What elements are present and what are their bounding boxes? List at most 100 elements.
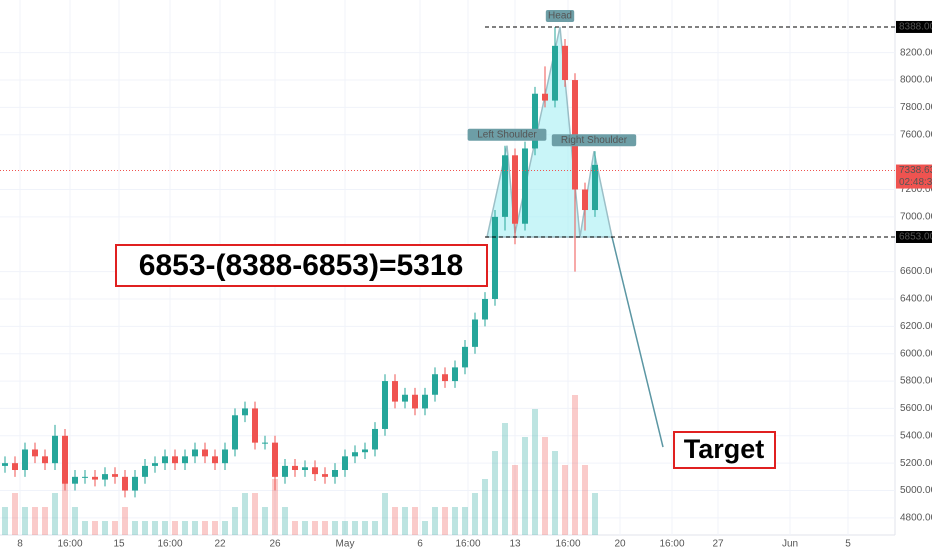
- candle-body: [302, 467, 308, 471]
- volume-bar: [202, 521, 208, 535]
- candle-body: [32, 449, 38, 457]
- volume-bar: [262, 507, 268, 535]
- formula-text: 6853-(8388-6853)=5318: [139, 249, 463, 282]
- x-tick-label: 16:00: [157, 539, 182, 550]
- candle-body: [472, 319, 478, 347]
- candle-body: [2, 463, 8, 466]
- volume-bar: [252, 493, 258, 535]
- pattern-label: Left Shoulder: [477, 129, 537, 140]
- pattern-label-bg: [545, 9, 575, 22]
- target-line: [611, 236, 664, 448]
- volume-bar: [362, 521, 368, 535]
- y-tick-label: 6000.00: [900, 348, 932, 359]
- candle-body: [382, 381, 388, 429]
- candle-body: [222, 449, 228, 464]
- candle-body: [542, 93, 548, 101]
- y-tick-label: 5600.00: [900, 403, 932, 414]
- x-tick-label: 5: [845, 539, 851, 550]
- candle-body: [592, 164, 598, 211]
- x-tick-label: May: [336, 539, 355, 550]
- pattern-label: Head: [548, 11, 572, 22]
- volume-bar: [422, 521, 428, 535]
- volume-bar: [452, 507, 458, 535]
- candle-body: [452, 367, 458, 382]
- x-tick-label: 16:00: [659, 539, 684, 550]
- price-tag-label: 8388.00: [899, 22, 932, 33]
- volume-bar: [582, 465, 588, 535]
- candle-body: [422, 394, 428, 409]
- candle-body: [202, 449, 208, 457]
- candle-body: [72, 476, 78, 484]
- volume-bar: [32, 507, 38, 535]
- candle-body: [132, 476, 138, 491]
- volume-bar: [392, 507, 398, 535]
- volume-bar: [512, 465, 518, 535]
- x-tick-label: 26: [269, 539, 281, 550]
- x-tick-label: 13: [509, 539, 521, 550]
- y-tick-label: 7800.00: [900, 102, 932, 113]
- candle-body: [582, 189, 588, 211]
- volume-bar: [522, 437, 528, 535]
- volume-bar: [182, 521, 188, 535]
- x-tick-label: 8: [17, 539, 23, 550]
- volume-bar: [62, 479, 68, 535]
- y-tick-label: 7600.00: [900, 129, 932, 140]
- candle-body: [312, 467, 318, 475]
- volume-bar: [322, 521, 328, 535]
- volume-bar: [2, 507, 8, 535]
- volume-bar: [462, 507, 468, 535]
- y-tick-label: 7000.00: [900, 212, 932, 223]
- candle-body: [322, 474, 328, 477]
- candle-body: [512, 155, 518, 224]
- volume-bar: [92, 521, 98, 535]
- candle-body: [12, 463, 18, 471]
- x-tick-label: Jun: [782, 539, 798, 550]
- price-tag-label: 6853.00: [899, 232, 932, 243]
- candle-body: [522, 148, 528, 224]
- target-text: Target: [684, 434, 765, 464]
- y-tick-label: 8200.00: [900, 47, 932, 58]
- candle-body: [432, 374, 438, 395]
- y-tick-label: 8000.00: [900, 75, 932, 86]
- volume-bar: [152, 521, 158, 535]
- y-tick-label: 5800.00: [900, 376, 932, 387]
- pattern-label-bg: [551, 134, 637, 147]
- volume-bar: [132, 521, 138, 535]
- volume-bar: [442, 507, 448, 535]
- candle-body: [502, 155, 508, 217]
- volume-bar: [102, 521, 108, 535]
- volume-bar: [382, 493, 388, 535]
- candle-body: [372, 428, 378, 450]
- volume-bar: [402, 507, 408, 535]
- candle-body: [42, 456, 48, 464]
- x-tick-label: 16:00: [57, 539, 82, 550]
- candle-body: [262, 442, 268, 444]
- volume-bar: [82, 521, 88, 535]
- x-tick-label: 20: [614, 539, 626, 550]
- candle-body: [482, 298, 488, 320]
- y-tick-label: 7200.00: [900, 184, 932, 195]
- volume-bar: [142, 521, 148, 535]
- candle-body: [532, 93, 538, 149]
- x-tick-label: 22: [214, 539, 226, 550]
- volume-bar: [492, 451, 498, 535]
- volume-bar: [282, 507, 288, 535]
- y-tick-label: 5200.00: [900, 458, 932, 469]
- x-tick-label: 16:00: [455, 539, 480, 550]
- candle-body: [232, 415, 238, 450]
- volume-bar: [332, 521, 338, 535]
- candle-body: [462, 346, 468, 368]
- candle-body: [162, 456, 168, 464]
- volume-bar: [542, 437, 548, 535]
- candle-body: [192, 449, 198, 457]
- y-tick-label: 6200.00: [900, 321, 932, 332]
- candle-body: [352, 452, 358, 457]
- price-tag: [896, 20, 932, 33]
- y-tick-label: 5000.00: [900, 485, 932, 496]
- candle-body: [292, 465, 298, 471]
- volume-bar: [112, 521, 118, 535]
- volume-bar: [302, 521, 308, 535]
- volume-bar: [232, 507, 238, 535]
- candle-body: [442, 374, 448, 382]
